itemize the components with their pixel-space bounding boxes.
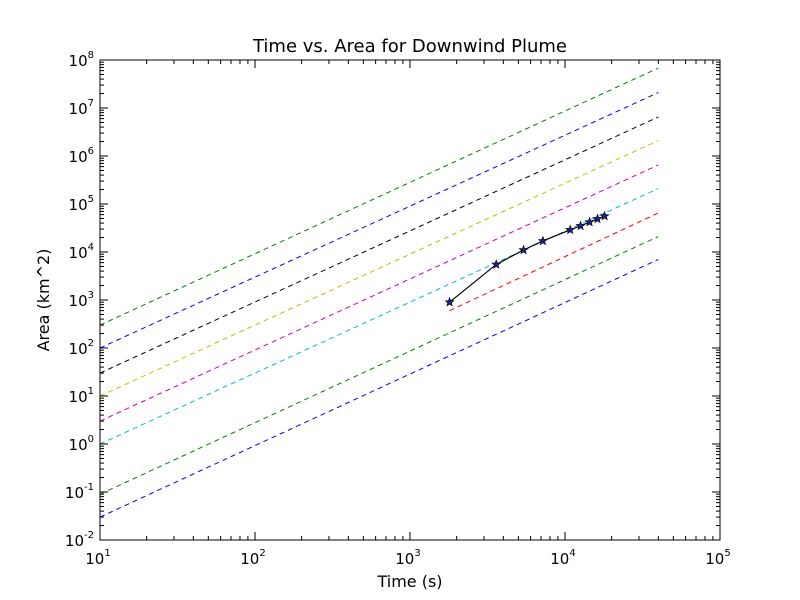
y-tick-label: 102	[69, 338, 94, 358]
x-tick-base: 10	[705, 550, 724, 568]
x-tick-exponent: 3	[414, 548, 420, 559]
y-tick-label: 10-1	[65, 482, 94, 502]
data-point	[565, 224, 576, 235]
ticks: 101 102 103 104 10510-210-110010110210310410…	[65, 50, 731, 568]
y-tick-label: 100	[69, 434, 94, 454]
y-tick-label: 101	[69, 386, 94, 406]
y-tick-label: 105	[69, 194, 94, 214]
y-tick-exponent: 7	[88, 98, 94, 109]
x-tick-exponent: 1	[104, 548, 110, 559]
reference-line-1	[99, 236, 659, 495]
y-tick-base: 10	[65, 532, 84, 550]
reference-line-3	[99, 188, 659, 445]
reference-line-2	[449, 212, 659, 312]
y-tick-label: 103	[69, 290, 94, 310]
y-tick-base: 10	[69, 148, 88, 166]
data-point	[575, 220, 586, 231]
y-tick-exponent: -2	[84, 530, 94, 541]
y-tick-label: 108	[69, 50, 94, 70]
data-point	[584, 216, 595, 227]
reference-line-7	[99, 92, 659, 349]
y-tick-label: 107	[69, 98, 94, 118]
x-tick-base: 10	[395, 550, 414, 568]
y-tick-base: 10	[69, 292, 88, 310]
y-tick-exponent: 4	[88, 242, 94, 253]
y-tick-base: 10	[69, 196, 88, 214]
plot-content	[99, 67, 659, 518]
x-tick-base: 10	[550, 550, 569, 568]
x-axis-label: Time (s)	[376, 572, 442, 591]
x-tick-base: 10	[240, 550, 259, 568]
chart-title: Time vs. Area for Downwind Plume	[252, 36, 567, 57]
y-tick-base: 10	[69, 100, 88, 118]
y-tick-base: 10	[69, 340, 88, 358]
y-tick-base: 10	[69, 244, 88, 262]
y-tick-exponent: 6	[88, 146, 94, 157]
data-point	[444, 296, 455, 307]
y-axis-label: Area (km^2)	[34, 249, 53, 352]
x-tick-exponent: 5	[724, 548, 730, 559]
reference-line-8	[99, 67, 659, 326]
y-tick-base: 10	[69, 436, 88, 454]
x-tick-label: 102	[240, 548, 265, 568]
data-point	[599, 210, 610, 221]
y-tick-exponent: 5	[88, 194, 94, 205]
reference-line-4	[99, 164, 659, 422]
data-point	[537, 235, 548, 246]
x-tick-exponent: 2	[259, 548, 265, 559]
y-tick-base: 10	[65, 484, 84, 502]
y-tick-exponent: 0	[88, 434, 94, 445]
reference-line-0	[99, 258, 659, 518]
y-tick-label: 104	[69, 242, 94, 262]
y-tick-exponent: -1	[84, 482, 94, 493]
x-tick-label: 105	[705, 548, 730, 568]
data-point	[491, 259, 502, 269]
y-tick-exponent: 8	[88, 50, 94, 61]
reference-line-5	[99, 140, 659, 397]
y-tick-exponent: 1	[88, 386, 94, 397]
data-point	[518, 244, 529, 255]
y-tick-label: 10-2	[65, 530, 94, 550]
x-tick-label: 103	[395, 548, 420, 568]
y-tick-base: 10	[69, 388, 88, 406]
x-tick-base: 10	[85, 550, 104, 568]
data-point	[592, 213, 603, 224]
x-tick-label: 104	[550, 548, 575, 568]
x-tick-label: 101	[85, 548, 110, 568]
y-tick-exponent: 3	[88, 290, 94, 301]
x-tick-exponent: 4	[569, 548, 575, 559]
y-tick-base: 10	[69, 52, 88, 70]
y-tick-exponent: 2	[88, 338, 94, 349]
y-tick-label: 106	[69, 146, 94, 166]
reference-line-6	[99, 116, 659, 374]
